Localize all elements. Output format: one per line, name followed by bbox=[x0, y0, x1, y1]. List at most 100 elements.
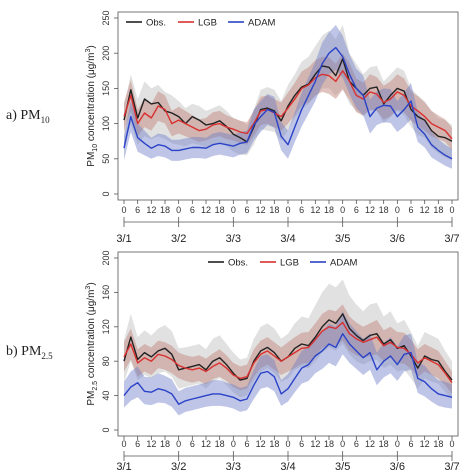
band-lgb bbox=[124, 53, 452, 151]
x-tick-label: 12 bbox=[201, 439, 211, 449]
x-tick-label: 0 bbox=[121, 439, 126, 449]
y-tick-label: 160 bbox=[101, 285, 111, 300]
x-tick-label: 12 bbox=[365, 205, 375, 215]
legend-label-adam: ADAM bbox=[248, 18, 276, 29]
x-tick-label: 18 bbox=[160, 205, 170, 215]
x-tick-label: 6 bbox=[190, 439, 195, 449]
x-tick-label: 0 bbox=[231, 439, 236, 449]
y-axis-label: PM10 concentration (μg/m3) bbox=[85, 45, 99, 166]
date-label: 3/5 bbox=[335, 233, 350, 245]
x-tick-label: 6 bbox=[244, 439, 249, 449]
y-tick-label: 40 bbox=[101, 391, 111, 401]
x-tick-label: 18 bbox=[215, 439, 225, 449]
x-tick-label: 12 bbox=[256, 439, 266, 449]
y-tick-label: 100 bbox=[101, 116, 111, 131]
y-axis-label: PM2.5 concentration (μg/m3) bbox=[85, 282, 99, 405]
x-tick-label: 6 bbox=[299, 439, 304, 449]
y-axis-label-part: PM bbox=[86, 391, 97, 406]
series-line-lgb bbox=[123, 70, 453, 140]
series-line-lgb bbox=[123, 321, 453, 384]
y-axis-label-part: 2.5 bbox=[92, 381, 99, 391]
x-tick-label: 6 bbox=[354, 205, 359, 215]
date-label: 3/7 bbox=[444, 233, 459, 245]
x-tick-label: 0 bbox=[449, 439, 454, 449]
x-tick-label: 0 bbox=[395, 439, 400, 449]
x-tick-label: 6 bbox=[299, 205, 304, 215]
x-tick-label: 0 bbox=[449, 205, 454, 215]
series-line-obs bbox=[123, 58, 453, 143]
x-tick-label: 0 bbox=[121, 205, 126, 215]
legend-label-adam: ADAM bbox=[330, 258, 358, 269]
x-tick-label: 0 bbox=[285, 439, 290, 449]
x-tick-label: 12 bbox=[146, 205, 156, 215]
x-tick-label: 12 bbox=[420, 439, 430, 449]
x-tick-label: 6 bbox=[354, 439, 359, 449]
x-tick-label: 18 bbox=[379, 439, 389, 449]
x-tick-label: 0 bbox=[395, 205, 400, 215]
date-label: 3/2 bbox=[171, 233, 186, 245]
x-tick-label: 12 bbox=[310, 205, 320, 215]
date-label: 3/6 bbox=[390, 461, 405, 473]
y-tick-label: 0 bbox=[101, 191, 111, 196]
y-tick-label: 150 bbox=[101, 81, 111, 96]
date-label: 3/5 bbox=[335, 461, 350, 473]
panel-a-label: a) PM10 bbox=[6, 108, 50, 125]
date-label: 3/2 bbox=[171, 461, 186, 473]
x-tick-label: 0 bbox=[231, 205, 236, 215]
x-tick-label: 6 bbox=[408, 205, 413, 215]
x-tick-label: 18 bbox=[433, 439, 443, 449]
date-label: 3/6 bbox=[390, 233, 405, 245]
date-label: 3/7 bbox=[444, 461, 459, 473]
x-tick-label: 12 bbox=[310, 439, 320, 449]
x-tick-label: 18 bbox=[379, 205, 389, 215]
y-tick-label: 120 bbox=[101, 319, 111, 334]
x-tick-label: 12 bbox=[146, 439, 156, 449]
x-tick-label: 0 bbox=[285, 205, 290, 215]
y-axis-label-part: PM bbox=[86, 152, 97, 167]
series-line-adam bbox=[123, 333, 453, 405]
y-axis-label-part: ) bbox=[86, 45, 97, 48]
series-line-adam bbox=[123, 46, 453, 160]
x-tick-label: 6 bbox=[244, 205, 249, 215]
y-axis-label-part: ) bbox=[86, 282, 97, 285]
y-tick-label: 50 bbox=[101, 154, 111, 164]
band-adam bbox=[124, 25, 452, 169]
x-tick-label: 12 bbox=[365, 439, 375, 449]
x-tick-label: 18 bbox=[433, 205, 443, 215]
y-tick-label: 200 bbox=[101, 46, 111, 61]
x-tick-label: 0 bbox=[176, 439, 181, 449]
x-tick-label: 12 bbox=[256, 205, 266, 215]
legend-label-lgb: LGB bbox=[198, 18, 217, 29]
x-tick-label: 6 bbox=[135, 439, 140, 449]
y-tick-label: 0 bbox=[101, 427, 111, 432]
legend-label-lgb: LGB bbox=[280, 258, 299, 269]
y-axis-label-part: concentration (μg/m bbox=[86, 53, 97, 144]
band-adam bbox=[124, 311, 452, 416]
x-tick-label: 18 bbox=[269, 439, 279, 449]
x-tick-label: 18 bbox=[324, 439, 334, 449]
x-tick-label: 18 bbox=[324, 205, 334, 215]
x-tick-label: 6 bbox=[190, 205, 195, 215]
date-label: 3/1 bbox=[116, 233, 131, 245]
x-tick-label: 0 bbox=[340, 205, 345, 215]
legend-label-obs: Obs. bbox=[146, 18, 166, 29]
y-axis-label-part: concentration (μg/m bbox=[86, 290, 97, 381]
date-label: 3/4 bbox=[280, 461, 295, 473]
x-tick-label: 12 bbox=[201, 205, 211, 215]
y-axis-label-part: 10 bbox=[92, 144, 99, 152]
panel-b-label: b) PM2.5 bbox=[6, 344, 53, 361]
legend-label-obs: Obs. bbox=[228, 258, 248, 269]
x-tick-label: 12 bbox=[420, 205, 430, 215]
x-tick-label: 6 bbox=[135, 205, 140, 215]
y-axis-label-part: 3 bbox=[85, 49, 92, 53]
date-label: 3/3 bbox=[226, 461, 241, 473]
x-tick-label: 18 bbox=[160, 439, 170, 449]
x-tick-label: 0 bbox=[176, 205, 181, 215]
date-label: 3/4 bbox=[280, 233, 295, 245]
y-tick-label: 200 bbox=[101, 250, 111, 265]
date-label: 3/1 bbox=[116, 461, 131, 473]
